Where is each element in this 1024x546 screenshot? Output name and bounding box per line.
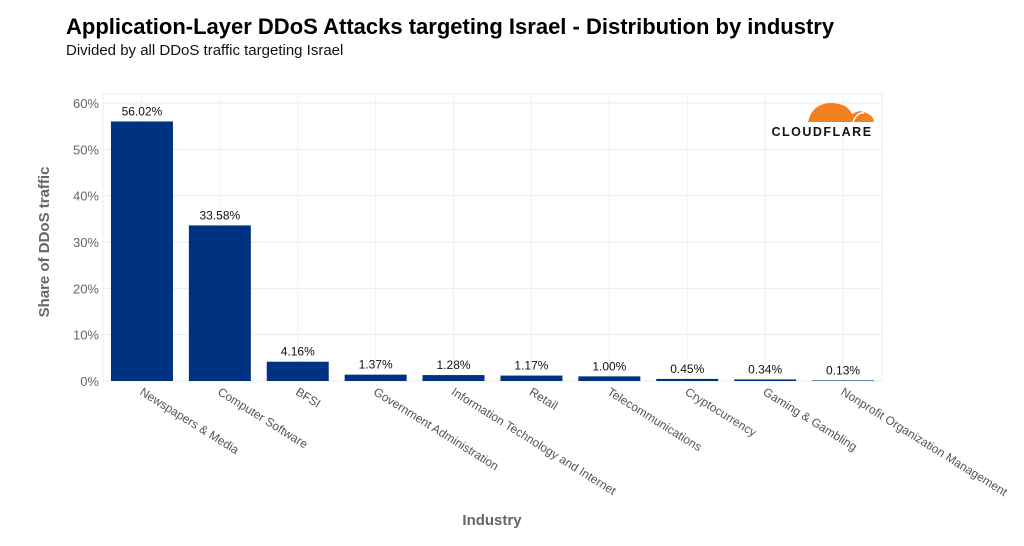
x-tick-label: Government Administration [371, 385, 501, 474]
bar [110, 121, 173, 381]
bar [266, 361, 329, 381]
data-label: 0.34% [748, 362, 782, 376]
x-tick-label: Retail [527, 385, 560, 413]
y-tick-label: 50% [73, 142, 99, 157]
bar [734, 379, 797, 381]
bar [578, 376, 641, 381]
data-label: 0.13% [826, 363, 860, 377]
bar [422, 375, 485, 381]
data-label: 0.45% [670, 362, 704, 376]
bar [344, 374, 407, 381]
data-label: 1.28% [437, 358, 471, 372]
svg-text:CLOUDFLARE: CLOUDFLARE [771, 125, 872, 139]
y-tick-label: 60% [73, 96, 99, 111]
y-tick-label: 20% [73, 281, 99, 296]
bar [188, 225, 251, 381]
x-axis-label: Industry [462, 512, 522, 529]
y-axis-label: Share of DDoS traffic [36, 167, 53, 318]
data-label: 4.16% [281, 345, 315, 359]
bar [656, 378, 719, 381]
x-tick-label: Nonprofit Organization Management [838, 385, 1010, 500]
y-tick-label: 30% [73, 235, 99, 250]
x-tick-label: Cryptocurrency [683, 385, 759, 440]
bar [500, 375, 563, 381]
y-tick-label: 40% [73, 189, 99, 204]
bar [812, 380, 875, 381]
y-tick-label: 10% [73, 328, 99, 343]
chart-title: Application-Layer DDoS Attacks targeting… [66, 14, 835, 39]
data-label: 1.17% [514, 359, 548, 373]
data-label: 33.58% [199, 208, 240, 222]
y-tick-label: 0% [80, 374, 99, 389]
data-label: 1.00% [592, 359, 626, 373]
data-label: 1.37% [359, 358, 393, 372]
x-tick-label: BFSI [293, 385, 323, 411]
chart-subtitle: Divided by all DDoS traffic targeting Is… [66, 42, 344, 59]
data-label: 56.02% [122, 104, 163, 118]
x-tick-label: Information Technology and Internet [449, 385, 619, 499]
cloud-icon [808, 103, 874, 122]
cloudflare-logo: CLOUDFLARE [771, 103, 874, 139]
